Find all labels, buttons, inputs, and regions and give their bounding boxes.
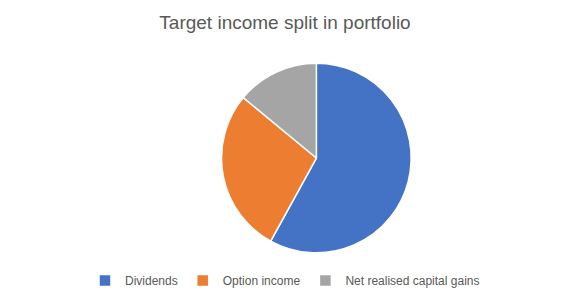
svg-text:Target income split in portfol: Target income split in portfolio: [159, 12, 410, 33]
svg-text:Option income: Option income: [223, 274, 301, 288]
svg-text:Dividends: Dividends: [125, 274, 178, 288]
svg-text:Net realised capital gains: Net realised capital gains: [345, 274, 479, 288]
